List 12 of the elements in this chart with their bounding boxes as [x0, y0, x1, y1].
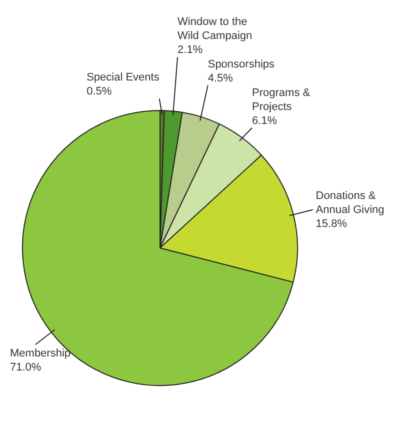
data-label: 71.0% — [10, 362, 42, 374]
slice-label: Donations & Annual Giving — [316, 190, 384, 216]
data-label: 4.5% — [208, 72, 234, 84]
slice-label: Programs & Projects — [252, 86, 311, 113]
data-label: 15.8% — [316, 218, 348, 230]
data-label: 0.5% — [86, 86, 112, 98]
slice-label: Sponsorships — [208, 58, 276, 70]
slice-label: Special Events — [86, 72, 160, 84]
slice-label: Window to the Wild Campaign — [178, 16, 252, 42]
slice-label: Membership — [10, 348, 71, 360]
data-label: 2.1% — [178, 44, 203, 56]
data-label: 6.1% — [252, 114, 278, 127]
